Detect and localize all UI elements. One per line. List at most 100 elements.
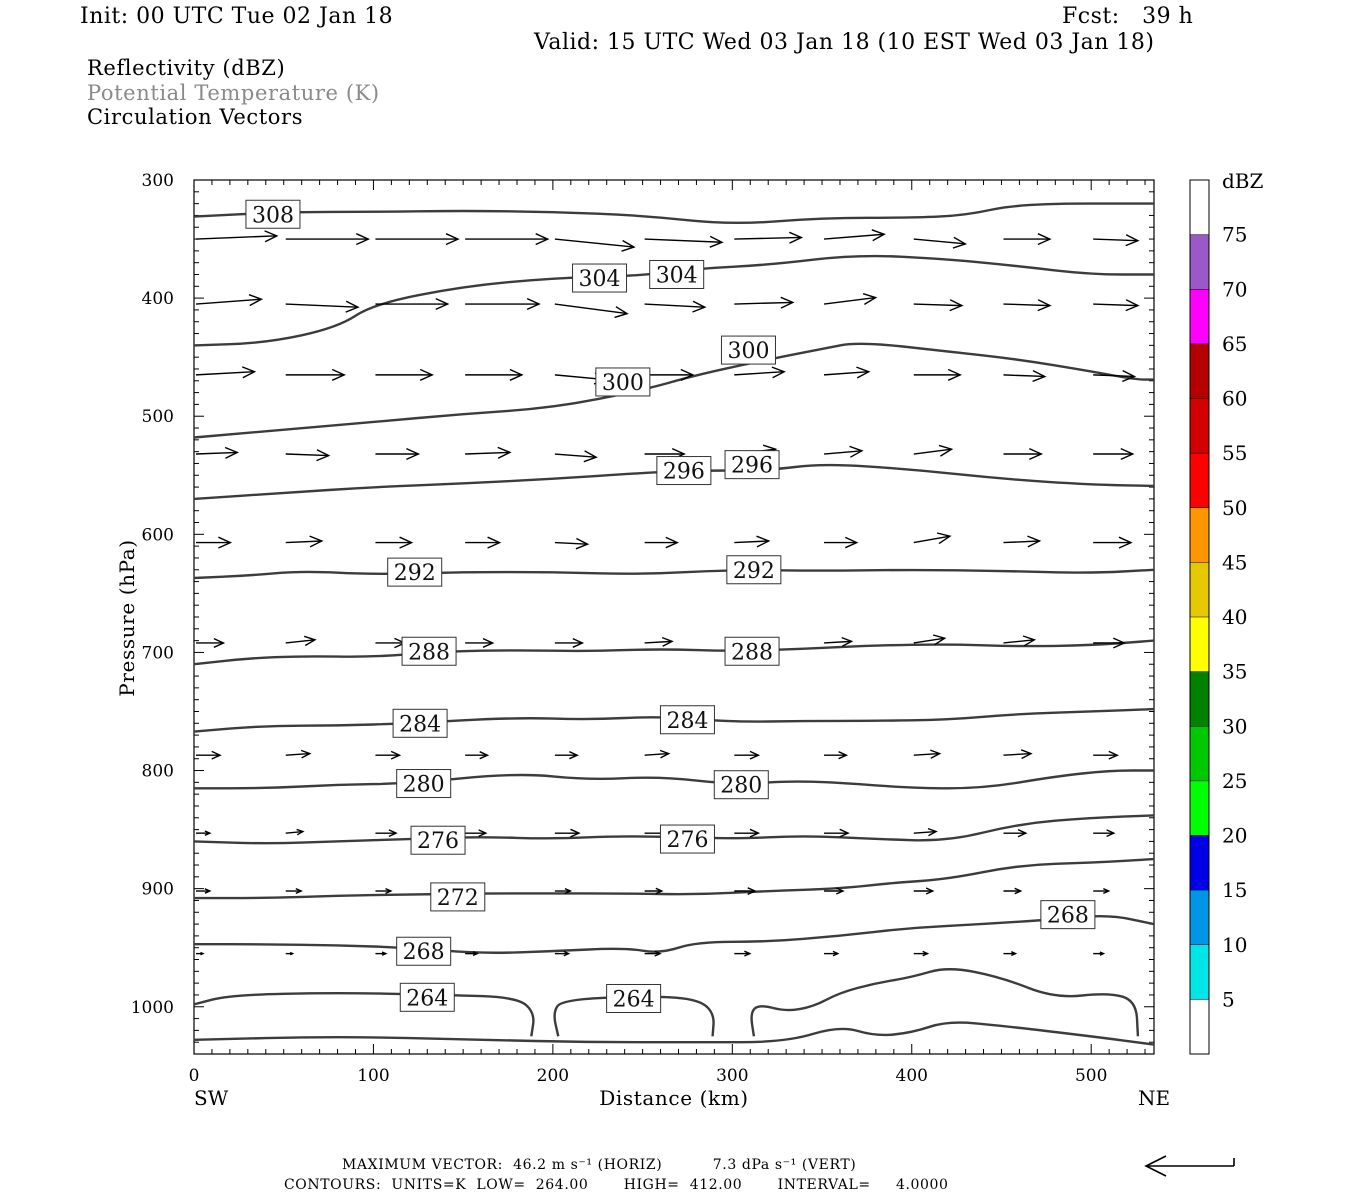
contour-label-box xyxy=(401,636,457,666)
vector-arrowhead xyxy=(925,887,935,895)
colorbar-label: 20 xyxy=(1222,824,1247,848)
max-vector-line: MAXIMUM VECTOR: 46.2 m s⁻¹ (HORIZ) 7.3 d… xyxy=(342,1157,857,1173)
colorbar-segment xyxy=(1190,234,1209,290)
vector-arrowhead xyxy=(345,300,360,313)
vector-arrowhead xyxy=(316,449,331,462)
colorbar-segment xyxy=(1190,671,1209,727)
contour-label: 288 xyxy=(731,640,773,665)
vector-arrowhead xyxy=(1020,749,1033,760)
colorbar-label: 50 xyxy=(1222,496,1247,520)
vector-arrowhead xyxy=(300,749,312,759)
contour-label: 304 xyxy=(656,263,698,288)
y-tick-label: 600 xyxy=(142,525,174,545)
vector-arrowhead xyxy=(289,951,295,956)
vector-arrowhead xyxy=(1099,951,1106,956)
vector-arrowhead xyxy=(1037,299,1052,312)
vector-arrowhead xyxy=(744,950,752,957)
vector-arrowhead xyxy=(841,636,854,647)
vector-arrowhead xyxy=(224,446,240,459)
theta-contour-264 xyxy=(553,995,715,1037)
vector-arrow xyxy=(1093,238,1138,242)
vector-arrowhead xyxy=(747,887,757,895)
contour-label: 304 xyxy=(579,267,621,292)
contour-label: 280 xyxy=(720,774,762,799)
vectors-legend-line: Circulation Vectors xyxy=(87,105,304,129)
contour-label: 280 xyxy=(403,773,445,798)
theta-contour-260 xyxy=(194,1021,1154,1046)
contour-label-box xyxy=(724,450,780,480)
contour-label: 268 xyxy=(1047,904,1089,929)
vector-arrowhead xyxy=(614,306,629,319)
vector-arrow xyxy=(1003,303,1050,307)
vector-arrow xyxy=(195,451,238,455)
theta-contour-264 xyxy=(194,992,535,1037)
vector-arrow xyxy=(913,535,950,544)
contour-label: 296 xyxy=(663,460,705,485)
y-tick-label: 1000 xyxy=(131,998,174,1018)
vector-arrowhead xyxy=(655,887,664,895)
vector-arrow xyxy=(285,830,303,834)
colorbar-label: 15 xyxy=(1222,878,1247,902)
vector-arrowhead xyxy=(1122,369,1137,383)
colorbar-segment xyxy=(1190,944,1209,1000)
contour-label: 308 xyxy=(252,203,294,228)
vector-arrowhead xyxy=(680,368,695,381)
colorbar-segment xyxy=(1190,289,1209,344)
theta-contour-272 xyxy=(194,857,1154,900)
vector-arrow xyxy=(913,637,945,644)
reflectivity-legend-line: Reflectivity (dBZ) xyxy=(87,56,286,80)
theta-contour-268 xyxy=(194,915,1154,954)
contour-info-line: CONTOURS: UNITS=K LOW= 264.00 HIGH= 412.… xyxy=(284,1177,949,1193)
vector-arrowhead xyxy=(659,749,671,759)
vector-arrowhead xyxy=(1120,447,1135,461)
vector-arrowhead xyxy=(309,535,324,548)
vector-arrow xyxy=(823,370,869,376)
vector-arrowhead xyxy=(435,297,450,311)
vector-arrow xyxy=(823,450,862,455)
vector-arrowhead xyxy=(406,447,421,461)
colorbar-label: 5 xyxy=(1222,987,1235,1011)
vector-arrowhead xyxy=(399,536,414,549)
vector-arrowhead xyxy=(1106,829,1116,838)
vector-arrow xyxy=(1003,374,1045,378)
theta-contour-280 xyxy=(194,769,1154,790)
theta-contour-264 xyxy=(750,968,1140,1037)
vector-arrowhead xyxy=(356,233,371,246)
vector-arrowhead xyxy=(535,233,550,246)
vector-arrowhead xyxy=(621,239,636,252)
colorbar-segment xyxy=(1190,890,1209,945)
colorbar-segment xyxy=(1190,726,1209,781)
vector-arrowhead xyxy=(922,950,930,957)
vector-arrowhead xyxy=(1017,828,1028,838)
vector-arrow xyxy=(734,540,769,544)
vector-arrow xyxy=(195,298,262,305)
contour-label-box xyxy=(713,770,769,800)
x-tick-label: 100 xyxy=(357,1066,389,1086)
contour-label-box xyxy=(387,557,443,587)
vector-arrowhead xyxy=(1032,369,1047,383)
contour-label: 268 xyxy=(403,940,445,965)
contour-label-box xyxy=(245,199,301,229)
vector-arrowhead xyxy=(789,231,804,244)
vector-arrowhead xyxy=(385,887,393,895)
vector-arrowhead xyxy=(709,235,724,248)
vector-arrowhead xyxy=(839,828,850,838)
vector-arrowhead xyxy=(1103,887,1111,895)
vector-arrow xyxy=(913,830,937,834)
vector-arrowhead xyxy=(331,368,346,381)
contour-label-box xyxy=(720,335,776,365)
theta-contour-292 xyxy=(194,568,1154,580)
colorbar-label: 60 xyxy=(1222,387,1247,411)
contour-label-box xyxy=(659,705,715,735)
vector-arrowhead xyxy=(849,445,864,458)
vector-arrow xyxy=(1003,639,1035,644)
colorbar-label: 55 xyxy=(1222,441,1247,465)
contour-label-box xyxy=(726,555,782,585)
contour-label: 276 xyxy=(666,828,708,853)
contour-label: 292 xyxy=(733,559,775,584)
vector-arrowhead xyxy=(1113,637,1126,649)
valid-time-label: Valid: 15 UTC Wed 03 Jan 18 (10 EST Wed … xyxy=(534,30,1155,55)
vector-arrowhead xyxy=(949,299,964,312)
colorbar-label: 10 xyxy=(1222,933,1247,957)
